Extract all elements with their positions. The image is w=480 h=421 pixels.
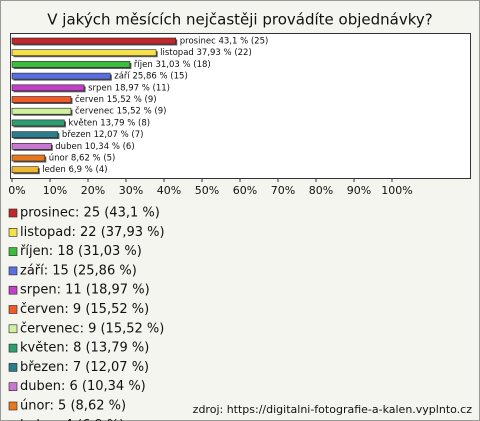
legend-label: leden: 4 (6,9 %) xyxy=(20,418,124,421)
legend-label: březen: 7 (12,07 %) xyxy=(20,360,149,375)
legend-label: květen: 8 (13,79 %) xyxy=(20,341,149,356)
legend-label: srpen: 11 (18,97 %) xyxy=(20,283,150,298)
legend-label: červen: 9 (15,52 %) xyxy=(20,302,149,317)
legend-swatch xyxy=(8,382,18,392)
legend-swatch xyxy=(8,343,18,353)
data-label: červen 15,52 % (9) xyxy=(75,94,157,105)
x-tick-label: 70% xyxy=(271,184,295,197)
legend-label: říjen: 18 (31,03 %) xyxy=(20,244,142,259)
x-tick-label: 10% xyxy=(43,184,67,197)
x-tick-label: 100% xyxy=(381,184,412,197)
data-label: říjen 31,03 % (18) xyxy=(134,60,211,70)
legend-label: listopad: 22 (37,93 %) xyxy=(20,225,165,240)
source: zdroj: https://digitalni-fotografie-a-ka… xyxy=(193,403,473,416)
x-tick-label: 50% xyxy=(195,184,219,197)
legend-swatch xyxy=(8,401,18,411)
bar xyxy=(11,166,39,173)
data-label: březen 12,07 % (7) xyxy=(62,130,144,140)
x-tick-label: 0% xyxy=(8,184,25,197)
data-label: prosinec 43,1 % (25) xyxy=(180,37,269,47)
data-label: duben 10,34 % (6) xyxy=(55,142,134,152)
data-label: červenec 15,52 % (9) xyxy=(75,106,167,117)
legend-label: červenec: 9 (15,52 %) xyxy=(20,321,164,336)
data-label: únor 8,62 % (5) xyxy=(49,154,116,164)
bar xyxy=(11,107,72,115)
bar xyxy=(11,143,52,150)
legend-swatch xyxy=(8,266,18,276)
legend-label: duben: 6 (10,34 %) xyxy=(20,379,146,394)
bar xyxy=(11,119,65,127)
legend-swatch xyxy=(8,363,18,372)
bar xyxy=(11,61,131,68)
x-tick-label: 30% xyxy=(119,184,143,197)
data-label: květen 13,79 % (8) xyxy=(68,118,150,128)
bar xyxy=(11,84,85,92)
x-tick-label: 20% xyxy=(81,184,105,197)
x-tick-label: 90% xyxy=(347,184,371,197)
legend-swatch xyxy=(8,228,18,237)
data-label: leden 6,9 % (4) xyxy=(42,165,107,175)
legend-swatch xyxy=(8,208,18,218)
bar xyxy=(11,49,157,57)
legend-swatch xyxy=(8,285,18,295)
legend-label: únor: 5 (8,62 %) xyxy=(20,399,126,414)
legend-label: prosinec: 25 (43,1 %) xyxy=(20,206,160,221)
x-tick-label: 60% xyxy=(233,184,257,197)
legend-label: září: 15 (25,86 %) xyxy=(20,263,137,278)
data-label: září 25,86 % (15) xyxy=(114,72,188,82)
bar xyxy=(11,96,72,103)
chart-title: V jakých měsících nejčastěji provádíte o… xyxy=(47,11,432,29)
data-label: listopad 37,93 % (22) xyxy=(160,48,252,58)
bar xyxy=(11,131,59,138)
bar xyxy=(11,72,111,80)
legend-swatch xyxy=(8,305,18,314)
bar xyxy=(11,37,177,45)
legend-swatch xyxy=(8,247,18,256)
plot-area xyxy=(10,33,471,179)
bar xyxy=(11,154,46,162)
data-label: srpen 18,97 % (11) xyxy=(88,83,170,93)
x-tick-label: 80% xyxy=(309,184,333,197)
x-tick-label: 40% xyxy=(157,184,181,197)
legend-swatch xyxy=(8,324,18,334)
